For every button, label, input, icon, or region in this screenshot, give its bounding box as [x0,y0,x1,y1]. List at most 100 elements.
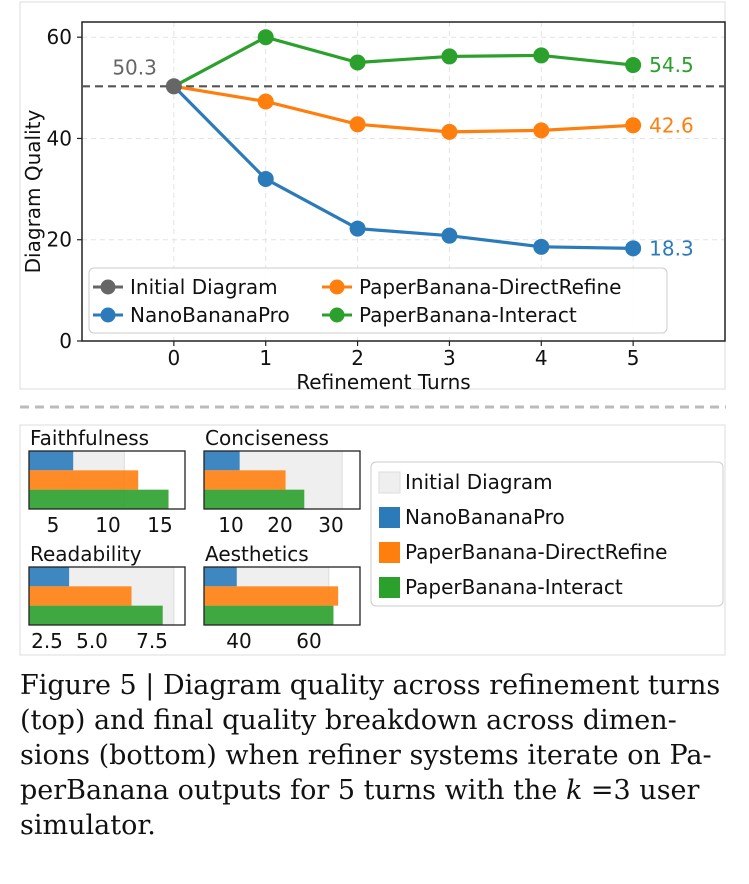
series-point [533,47,550,64]
bar-paperbanana-interact [204,605,334,625]
x-tick-label: 1 [259,346,272,370]
x-axis-label: Refinement Turns [296,370,470,394]
series-point [257,29,274,46]
x-tick-label: 2 [351,346,364,370]
bar-paperbanana-directrefine [204,470,286,490]
caption-variable-k: k [565,775,583,806]
bar-legend-swatch [379,542,400,563]
series-point [625,240,642,257]
y-tick-label: 0 [59,329,72,353]
bottom-panel-frame [19,424,726,656]
plot-border [81,21,726,342]
bar-legend-label: PaperBanana-Interact [405,575,623,599]
end-value-label: 54.5 [649,53,694,77]
initial-point [165,78,182,95]
bar-tick-label: 60 [296,629,321,653]
x-tick-label: 5 [627,346,640,370]
legend-marker [329,307,345,323]
series-point [441,48,458,65]
bar-chart-title: Readability [30,542,142,566]
series-point [625,117,642,134]
line-chart: 0 20 40 60 0 1 2 3 4 5 Refinement Turns Diagram Qua… [21,21,726,394]
bar-tick-label: 15 [147,513,172,537]
caption-line-5: simulator. [20,810,156,841]
x-tick-label: 4 [535,346,548,370]
series-point [533,238,550,255]
x-tick-label: 0 [167,346,180,370]
bar-legend-swatch [378,471,401,494]
y-tick-label: 20 [47,228,72,252]
bar-tick-label: 5.0 [76,629,108,653]
bar-legend-label: Initial Diagram [405,470,553,494]
bar-legend-label: PaperBanana-DirectRefine [405,540,667,564]
x-tick-label: 3 [443,346,456,370]
y-tick-label: 60 [47,25,72,49]
end-value-label: 18.3 [649,236,694,260]
bar-nanobananapro [29,451,74,471]
legend-marker [329,279,345,295]
bar-nanobananapro [204,451,240,471]
caption-line-1: Figure 5 | Diagram quality across refine… [20,670,721,701]
bar-paperbanana-interact [204,489,305,509]
series-point [441,123,458,140]
line-legend: Initial Diagram NanoBananaPro PaperBanana-… [88,267,668,334]
series-line [173,35,634,88]
bar-tick-label: 20 [267,513,292,537]
bar-legend-label: NanoBananaPro [405,505,565,529]
figure-caption: Figure 5 | Diagram quality across refine… [20,668,732,843]
series-line [172,85,634,250]
y-axis-label: Diagram Quality [21,109,45,273]
bar-chart-border [28,450,186,510]
caption-line-3: sions (bottom) when refiner systems iter… [20,740,712,771]
bar-chart-border [28,566,186,626]
bar-chart-faithfulness: Faithfulness 5 10 15 [28,426,186,537]
series-line [173,84,634,134]
legend-marker [100,279,116,295]
series-point [533,122,550,139]
bar-tick-label: 10 [95,513,120,537]
series-point [625,57,642,74]
series-point [349,116,366,133]
bar-chart-readability: Readability 2.5 5.0 7.5 [28,542,186,653]
legend-marker [100,307,116,323]
bar-legend-swatch [379,577,400,598]
bar-chart-title: Aesthetics [205,542,309,566]
legend-label: Initial Diagram [130,275,278,299]
bar-paperbanana-interact [29,605,163,625]
bar-legend-box [370,461,724,607]
baseline-label: 50.3 [112,55,157,79]
y-tick-label: 40 [47,126,72,150]
series-point [257,93,274,110]
caption-line-4-pre: perBanana outputs for 5 turns with the [20,775,566,806]
series-point [349,220,366,237]
legend-box [88,267,668,334]
caption-line-4: perBanana outputs for 5 turns with the k… [20,773,732,808]
caption-line-4-post: =3 user [582,775,700,806]
figure: 0 20 40 60 0 1 2 3 4 5 Refinement Turns Diagram Qua… [19,1,726,656]
bar-tick-label: 40 [226,629,251,653]
bar-chart-border [203,566,361,626]
series-point [349,54,366,71]
bar-tick-label: 5 [47,513,60,537]
end-value-label: 42.6 [649,113,694,137]
bar-legend: Initial Diagram NanoBananaPro PaperBanana-… [370,461,724,607]
legend-label: PaperBanana-Interact [359,303,577,327]
series-point [257,170,274,187]
bar-legend-swatch [379,507,400,528]
legend-label: PaperBanana-DirectRefine [359,275,621,299]
bar-paperbanana-directrefine [29,470,139,490]
bar-chart-title: Conciseness [205,426,329,450]
bar-nanobananapro [29,567,70,587]
bar-charts: Faithfulness 5 10 15 Conciseness 10 20 30 Readab… [28,426,361,653]
bar-chart-aesthetics: Aesthetics 40 60 [203,542,361,653]
bar-nanobananapro [204,567,237,587]
bar-paperbanana-interact [29,489,169,509]
series-point [441,227,458,244]
bar-chart-conciseness: Conciseness 10 20 30 [203,426,361,537]
bar-tick-label: 7.5 [136,629,168,653]
bar-tick-label: 30 [318,513,343,537]
legend-label: NanoBananaPro [130,303,290,327]
bar-tick-label: 10 [218,513,243,537]
caption-line-2: (top) and final quality breakdown across… [20,705,677,736]
bar-paperbanana-directrefine [29,586,132,606]
